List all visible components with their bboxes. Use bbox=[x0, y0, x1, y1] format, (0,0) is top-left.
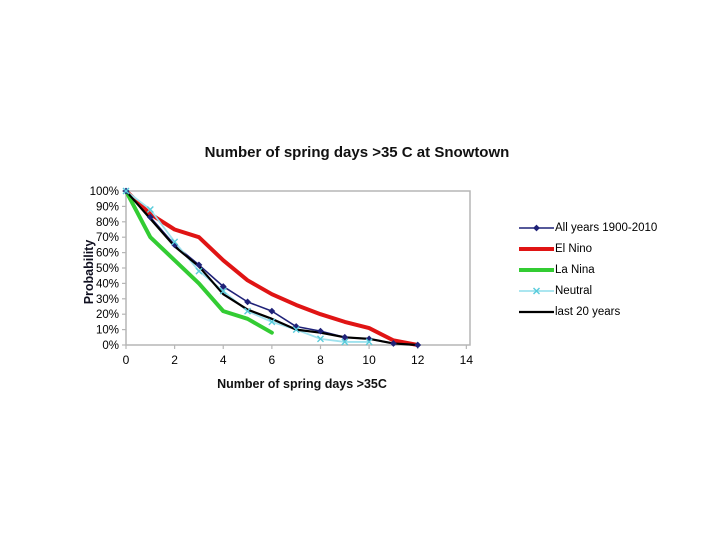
legend-label: Neutral bbox=[555, 284, 593, 297]
x-marker bbox=[122, 187, 130, 195]
x-tick-label: 10 bbox=[362, 353, 376, 367]
chart-title: Number of spring days >35 C at Snowtown bbox=[204, 144, 510, 161]
x-tick-label: 12 bbox=[411, 353, 425, 367]
y-tick-label: 50% bbox=[96, 263, 119, 275]
series-line-el-nino bbox=[124, 189, 420, 347]
x-tick-label: 6 bbox=[269, 353, 276, 367]
x-tick-label: 4 bbox=[220, 353, 227, 367]
legend-label: El Nino bbox=[555, 242, 593, 255]
legend-swatch-neutral bbox=[519, 287, 554, 294]
legend-swatch-all-years-1900-2010 bbox=[519, 224, 554, 231]
diamond-marker bbox=[317, 327, 324, 335]
x-marker bbox=[171, 238, 179, 246]
legend-swatch-el-nino bbox=[519, 246, 554, 251]
x-tick-label: 8 bbox=[317, 353, 324, 367]
legend-label: last 20 years bbox=[555, 305, 621, 318]
y-tick-label: 10% bbox=[96, 325, 119, 337]
x-marker bbox=[268, 318, 276, 326]
y-tick-label: 30% bbox=[96, 294, 119, 306]
y-tick-label: 70% bbox=[96, 232, 119, 244]
x-tick-label: 0 bbox=[123, 353, 130, 367]
y-tick-label: 90% bbox=[96, 201, 119, 213]
x-marker bbox=[316, 335, 324, 343]
x-marker bbox=[292, 326, 300, 334]
series-line-la-nina bbox=[124, 189, 274, 335]
x-marker bbox=[195, 267, 203, 275]
x-marker bbox=[146, 205, 154, 213]
diamond-marker bbox=[268, 307, 276, 315]
legend-item: El Nino bbox=[518, 238, 657, 259]
legend-item: All years 1900-2010 bbox=[518, 217, 657, 238]
legend-label: La Nina bbox=[555, 263, 595, 276]
legend-item: last 20 years bbox=[518, 301, 657, 322]
x-marker bbox=[219, 287, 227, 295]
y-tick-label: 60% bbox=[96, 248, 119, 260]
y-tick-label: 100% bbox=[90, 186, 119, 198]
legend: All years 1900-2010 El Nino La Nina Neutral… bbox=[518, 217, 657, 322]
diamond-marker bbox=[195, 261, 203, 269]
legend-swatch-la-nina bbox=[519, 267, 554, 272]
legend-item: Neutral bbox=[518, 280, 657, 301]
y-tick-label: 20% bbox=[96, 309, 119, 321]
diamond-marker bbox=[414, 341, 422, 349]
x-marker bbox=[244, 307, 252, 315]
diamond-marker bbox=[244, 298, 251, 306]
x-marker bbox=[341, 338, 349, 346]
y-tick-label: 40% bbox=[96, 278, 119, 290]
diamond-marker bbox=[146, 213, 154, 221]
x-tick-label: 2 bbox=[171, 353, 178, 367]
diamond-marker bbox=[219, 283, 227, 290]
legend-item: La Nina bbox=[518, 259, 657, 280]
legend-label: All years 1900-2010 bbox=[555, 221, 658, 234]
y-tick-label: 80% bbox=[96, 217, 119, 229]
diamond-marker bbox=[390, 340, 397, 347]
y-tick-label: 0% bbox=[102, 340, 119, 352]
x-marker bbox=[365, 338, 373, 346]
plot-border bbox=[125, 190, 471, 346]
x-tick-label: 14 bbox=[460, 353, 474, 367]
legend-swatch-last-20-years bbox=[519, 310, 554, 313]
x-axis-title: Number of spring days >35C bbox=[217, 377, 387, 391]
diamond-marker bbox=[341, 333, 349, 341]
